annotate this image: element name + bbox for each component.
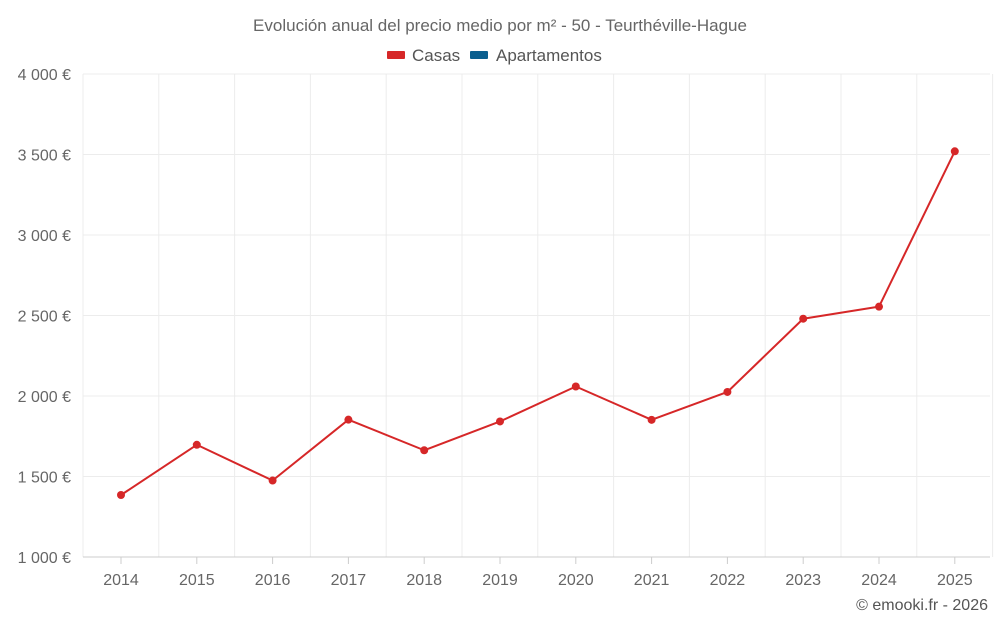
chart-title: Evolución anual del precio medio por m² … [253, 16, 747, 35]
x-tick-label: 2016 [255, 572, 291, 589]
grid [82, 73, 994, 557]
series-line-casas [120, 150, 956, 496]
data-point-casas-2015[interactable] [192, 440, 201, 449]
x-tick-label: 2015 [179, 572, 215, 589]
legend-swatch-casas [387, 51, 405, 59]
x-tick-label: 2014 [103, 572, 139, 589]
legend-label-apartamentos: Apartamentos [496, 46, 602, 65]
y-axis-ticks: 1 000 € 1 500 € 2 000 € 2 500 € 3 000 € 3 500… [18, 67, 71, 567]
x-tick-label: 2023 [785, 572, 821, 589]
series-layer [117, 147, 959, 500]
legend-item-casas[interactable]: Casas [387, 46, 460, 65]
y-tick-label: 1 000 € [18, 550, 71, 567]
legend: Casas Apartamentos [387, 46, 602, 65]
data-point-casas-2020[interactable] [571, 382, 580, 391]
x-tick-label: 2019 [482, 572, 518, 589]
x-tick-label: 2025 [937, 572, 973, 589]
data-point-casas-2022[interactable] [723, 387, 732, 396]
data-point-casas-2023[interactable] [799, 314, 808, 323]
legend-item-apartamentos[interactable]: Apartamentos [470, 46, 602, 65]
x-tick-label: 2024 [861, 572, 897, 589]
y-tick-label: 2 500 € [18, 309, 71, 326]
data-point-casas-2017[interactable] [344, 415, 353, 424]
data-point-casas-2018[interactable] [420, 446, 429, 455]
y-tick-label: 3 500 € [18, 148, 71, 165]
x-axis-ticks: 2014 2015 2016 2017 2018 2019 2020 2021 2022 2023… [103, 557, 973, 589]
legend-swatch-apartamentos [470, 51, 488, 59]
data-point-casas-2025[interactable] [950, 147, 959, 156]
x-tick-label: 2022 [710, 572, 746, 589]
y-tick-label: 3 000 € [18, 228, 71, 245]
x-tick-label: 2017 [331, 572, 367, 589]
data-point-casas-2014[interactable] [117, 491, 125, 500]
data-point-casas-2021[interactable] [647, 415, 656, 424]
y-tick-label: 1 500 € [18, 470, 71, 487]
legend-label-casas: Casas [412, 46, 460, 65]
x-tick-label: 2021 [634, 572, 670, 589]
data-point-casas-2019[interactable] [496, 417, 504, 426]
y-tick-label: 2 000 € [18, 389, 71, 406]
x-tick-label: 2018 [406, 572, 442, 589]
credit-text: © emooki.fr - 2026 [856, 597, 988, 614]
y-tick-label: 4 000 € [18, 67, 71, 84]
data-point-casas-2016[interactable] [268, 476, 277, 485]
x-tick-label: 2020 [558, 572, 594, 589]
data-point-casas-2024[interactable] [875, 302, 883, 311]
